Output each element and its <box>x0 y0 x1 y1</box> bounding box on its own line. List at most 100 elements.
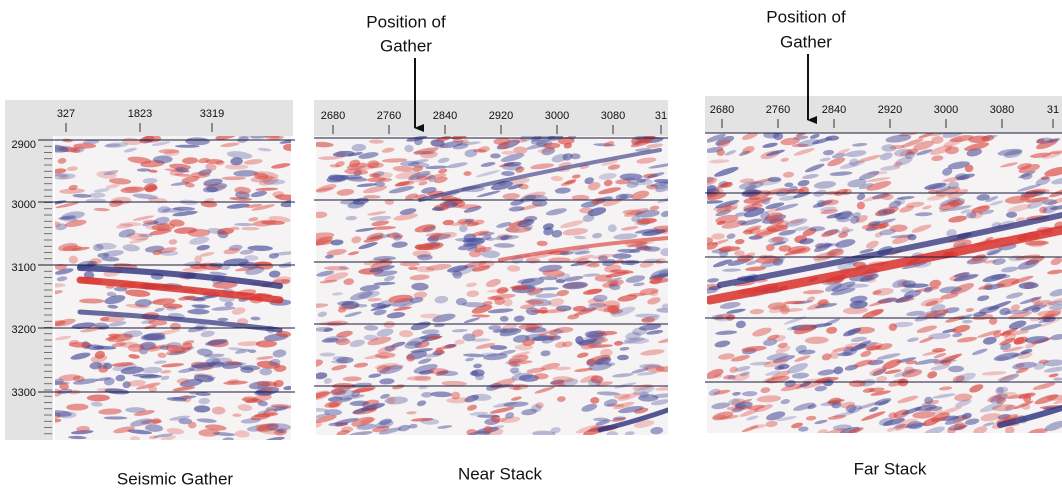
wavelet <box>283 143 291 152</box>
wavelet <box>351 236 362 244</box>
wavelet <box>145 225 166 231</box>
wavelet <box>140 332 166 341</box>
annotation: Position of <box>366 12 446 31</box>
wavelet <box>821 353 832 361</box>
wavelet <box>562 281 589 290</box>
wavelet <box>754 227 777 239</box>
wavelet <box>107 333 119 337</box>
wavelet <box>55 168 67 174</box>
reflector <box>997 405 1062 428</box>
wavelet <box>250 136 268 139</box>
wavelet <box>852 142 868 147</box>
wavelet <box>367 211 387 216</box>
wavelet <box>745 266 766 272</box>
wavelet <box>907 234 917 241</box>
wavelet <box>274 428 288 436</box>
wavelet <box>868 298 894 307</box>
wavelet <box>1027 428 1047 433</box>
wavelet <box>793 148 815 156</box>
wavelet <box>160 370 172 374</box>
wavelet <box>1041 151 1061 159</box>
wavelet <box>649 276 662 285</box>
wavelet <box>234 222 254 227</box>
wavelet <box>1032 382 1056 390</box>
wavelet <box>888 412 898 419</box>
wavelet <box>961 412 972 420</box>
wavelet <box>996 397 1007 405</box>
wavelet <box>378 427 402 435</box>
wavelet <box>619 193 634 200</box>
wavelet <box>198 398 211 405</box>
wavelet <box>55 202 79 209</box>
wavelet <box>905 201 925 208</box>
wavelet <box>1013 337 1025 345</box>
wavelet <box>356 183 377 188</box>
wavelet <box>410 348 434 353</box>
wavelet <box>941 360 952 366</box>
wavelet <box>982 336 997 345</box>
wavelet <box>820 401 843 407</box>
wavelet <box>803 380 827 389</box>
wavelet <box>344 311 362 318</box>
wavelet <box>414 266 435 273</box>
wavelet <box>543 142 561 149</box>
wavelet <box>948 215 968 223</box>
wavelet <box>373 309 387 316</box>
depth-strip <box>5 136 53 440</box>
wavelet <box>412 165 424 172</box>
wavelet <box>1027 200 1044 209</box>
wavelet <box>238 136 254 139</box>
wavelet <box>316 187 334 192</box>
wavelet <box>456 141 481 146</box>
wavelet <box>245 398 260 404</box>
wavelet <box>1012 361 1037 370</box>
wavelet <box>408 170 431 180</box>
top-tick-label: 2760 <box>766 104 790 116</box>
wavelet <box>263 179 286 185</box>
wavelet <box>893 368 918 378</box>
wavelet <box>766 353 789 361</box>
wavelet <box>1034 394 1059 405</box>
wavelet <box>496 221 512 228</box>
wavelet <box>638 394 659 402</box>
wavelet <box>265 136 284 140</box>
wavelet <box>788 185 798 192</box>
wavelet <box>70 430 94 435</box>
wavelet <box>500 416 521 423</box>
wavelet <box>510 199 525 206</box>
wavelet <box>550 175 563 182</box>
wavelet <box>865 226 879 232</box>
wavelet <box>369 173 381 178</box>
wavelet <box>264 136 280 139</box>
wavelet <box>175 167 189 173</box>
wavelet <box>383 275 395 282</box>
wavelet <box>343 278 355 286</box>
wavelet <box>641 229 666 237</box>
wavelet <box>953 424 968 431</box>
wavelet <box>964 164 974 173</box>
wavelet <box>916 325 938 333</box>
wavelet <box>323 327 334 332</box>
wavelet <box>152 298 176 305</box>
wavelet <box>250 190 268 198</box>
wavelet <box>360 417 376 424</box>
wavelet <box>464 218 475 223</box>
wavelet <box>608 281 619 287</box>
wavelet <box>798 349 816 355</box>
wavelet <box>1016 184 1042 192</box>
wavelet <box>104 388 130 395</box>
wavelet <box>1007 311 1032 320</box>
wavelet <box>978 284 992 290</box>
wavelet <box>188 421 197 429</box>
wavelet <box>276 429 286 434</box>
wavelet <box>373 256 396 262</box>
wavelet <box>461 302 487 308</box>
wavelet <box>760 211 770 220</box>
wavelet <box>160 375 170 381</box>
wavelet <box>838 232 849 238</box>
wavelet <box>1015 367 1029 374</box>
wavelet <box>838 228 854 234</box>
wavelet <box>765 375 790 384</box>
wavelet <box>875 343 893 351</box>
wavelet <box>1021 304 1047 312</box>
